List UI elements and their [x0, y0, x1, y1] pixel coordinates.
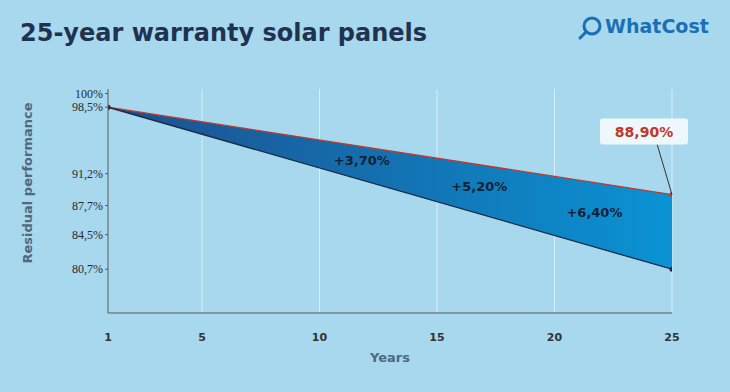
gap-annotation: +5,20% [451, 179, 507, 194]
y-axis-title: Residual performance [20, 102, 35, 263]
y-tick-label: 98,5% [72, 100, 103, 114]
x-axis-title: Years [369, 350, 410, 365]
point-marker [670, 267, 673, 272]
y-tick [105, 107, 108, 108]
y-tick-label: 100% [75, 87, 103, 101]
end-label: 88,90% [615, 124, 673, 140]
plot-area [108, 105, 672, 272]
series-line [108, 107, 672, 269]
logo-text: WhatCost [605, 15, 709, 37]
y-tick [105, 205, 108, 206]
x-tick-label: 5 [198, 331, 206, 344]
y-axis [108, 89, 109, 313]
x-tick-label: 25 [664, 331, 679, 344]
y-tick [105, 234, 108, 235]
callout-box [600, 119, 688, 145]
y-tick-label: 87,7% [72, 199, 103, 213]
y-tick [105, 173, 108, 174]
y-tick-label: 80,7% [72, 262, 103, 276]
title: 25-year warranty solar panels [20, 19, 427, 47]
gap-annotation: +6,40% [566, 205, 622, 220]
logo-icon-handle [580, 32, 586, 38]
chart: 25-year warranty solar panels WhatCost 100… [0, 0, 730, 392]
grid-line [319, 89, 320, 312]
y-tick [105, 269, 108, 270]
y-tick-label: 91,2% [72, 167, 103, 181]
gap-annotation: +3,70% [334, 153, 390, 168]
y-tick [105, 93, 108, 94]
gap-area [108, 107, 672, 269]
callout-line [657, 145, 672, 195]
x-axis [108, 313, 672, 314]
y-tick-label: 84,5% [72, 228, 103, 242]
series-line [108, 107, 672, 194]
chart-root: 25-year warranty solar panels WhatCost 100… [0, 0, 730, 392]
x-tick-label: 15 [429, 331, 444, 344]
x-tick-label: 10 [312, 331, 328, 344]
logo: WhatCost [580, 15, 709, 38]
x-tick-label: 1 [104, 331, 112, 344]
x-tick-label: 20 [547, 331, 563, 344]
